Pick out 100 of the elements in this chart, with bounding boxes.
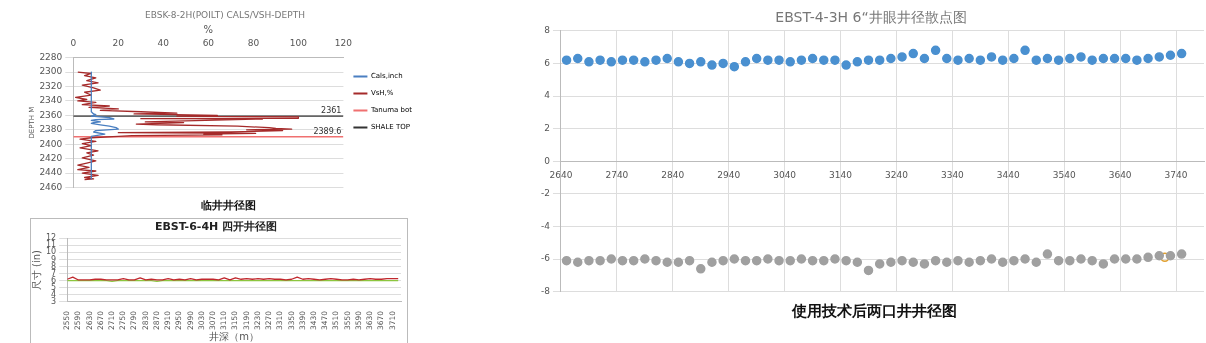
y-tick-label: 10 [45, 247, 57, 257]
y-axis-title: 尺寸 (in) [30, 249, 42, 291]
point [1165, 250, 1176, 261]
point [986, 254, 997, 264]
point [975, 255, 986, 266]
point [1020, 254, 1030, 264]
x-tick-label: 120 [334, 37, 353, 48]
point [617, 255, 628, 266]
point [774, 55, 784, 65]
point [595, 55, 605, 65]
point [718, 58, 728, 69]
point [830, 55, 840, 65]
point [830, 254, 840, 264]
point [953, 55, 963, 65]
x-axis-title: 井深（m） [209, 330, 259, 342]
x-tick-label: 2940 [717, 169, 741, 180]
point [886, 53, 896, 64]
point [1176, 249, 1187, 259]
y-tick-label: 2440 [39, 167, 63, 178]
point [707, 257, 717, 268]
point [964, 257, 974, 268]
point [1031, 257, 1041, 268]
y-tick-label: -4 [540, 220, 551, 231]
y-tick-label: 2380 [39, 124, 63, 135]
y-tick-label: -8 [540, 285, 551, 296]
x-tick-label: 2840 [661, 169, 685, 180]
point [640, 57, 650, 67]
x-tick-label: 3240 [885, 169, 909, 180]
point [1109, 53, 1120, 64]
point [561, 55, 572, 65]
point [751, 255, 762, 266]
x-tick-label: 60 [202, 37, 215, 48]
point [729, 61, 740, 72]
point [796, 55, 807, 65]
point [662, 257, 672, 268]
point [774, 255, 784, 266]
annotation: 2361 [321, 106, 342, 116]
point [852, 57, 863, 67]
point [1076, 52, 1086, 62]
point [874, 55, 885, 65]
point [573, 257, 583, 268]
point [617, 55, 628, 65]
point [606, 254, 617, 264]
point [1020, 45, 1030, 56]
point [897, 255, 907, 266]
point [696, 57, 706, 67]
point [852, 257, 863, 268]
point [1009, 255, 1019, 266]
chart-title: EBST-4-3H 6“井眼井径散点图 [775, 9, 967, 26]
x-tick-label: 3340 [940, 169, 965, 180]
point [919, 259, 930, 269]
y-tick-label: 8 [51, 261, 57, 271]
point [696, 264, 706, 274]
point [1009, 53, 1019, 64]
x-axis-title: % [203, 24, 214, 36]
y-tick-label: 8 [544, 25, 551, 36]
y-tick-label: 2360 [39, 109, 63, 120]
y-tick-label: 2420 [39, 153, 63, 164]
point [930, 255, 941, 266]
point [863, 55, 874, 65]
point [1042, 249, 1053, 259]
y-tick-label: 3 [51, 296, 57, 306]
point [595, 255, 605, 266]
y-tick-label: 2280 [39, 51, 63, 62]
x-tick-label: 3040 [773, 169, 797, 180]
point [573, 53, 583, 64]
point [997, 55, 1008, 65]
point [1120, 53, 1131, 64]
x-tick-label: 3640 [1108, 169, 1132, 180]
point [942, 257, 952, 268]
point [886, 257, 896, 268]
point [1076, 254, 1086, 264]
point [1065, 53, 1075, 64]
x-tick-label: 20 [112, 37, 125, 48]
point [1065, 255, 1075, 266]
point [863, 265, 874, 276]
y-tick-label: 2320 [39, 80, 63, 91]
point [953, 255, 963, 266]
point [1143, 53, 1153, 64]
x-tick-label: 80 [247, 37, 260, 48]
x-tick-label: 100 [289, 37, 308, 48]
point [964, 53, 974, 64]
y-tick-label: -2 [540, 188, 550, 199]
point [718, 255, 728, 266]
y-tick-label: 2400 [39, 138, 63, 149]
y-tick-label: 9 [51, 254, 57, 264]
y-tick-label: 12 [45, 233, 57, 243]
point [651, 255, 661, 266]
point [897, 52, 907, 62]
point [740, 57, 751, 67]
y-tick-label: 2340 [39, 95, 63, 106]
x-tick-label: 40 [157, 37, 170, 48]
y-tick-label: -6 [540, 253, 551, 264]
point [1087, 255, 1097, 266]
point [763, 254, 773, 264]
point [785, 255, 795, 266]
point [1053, 255, 1064, 266]
point [796, 254, 807, 264]
point [640, 254, 650, 264]
point [763, 55, 773, 65]
